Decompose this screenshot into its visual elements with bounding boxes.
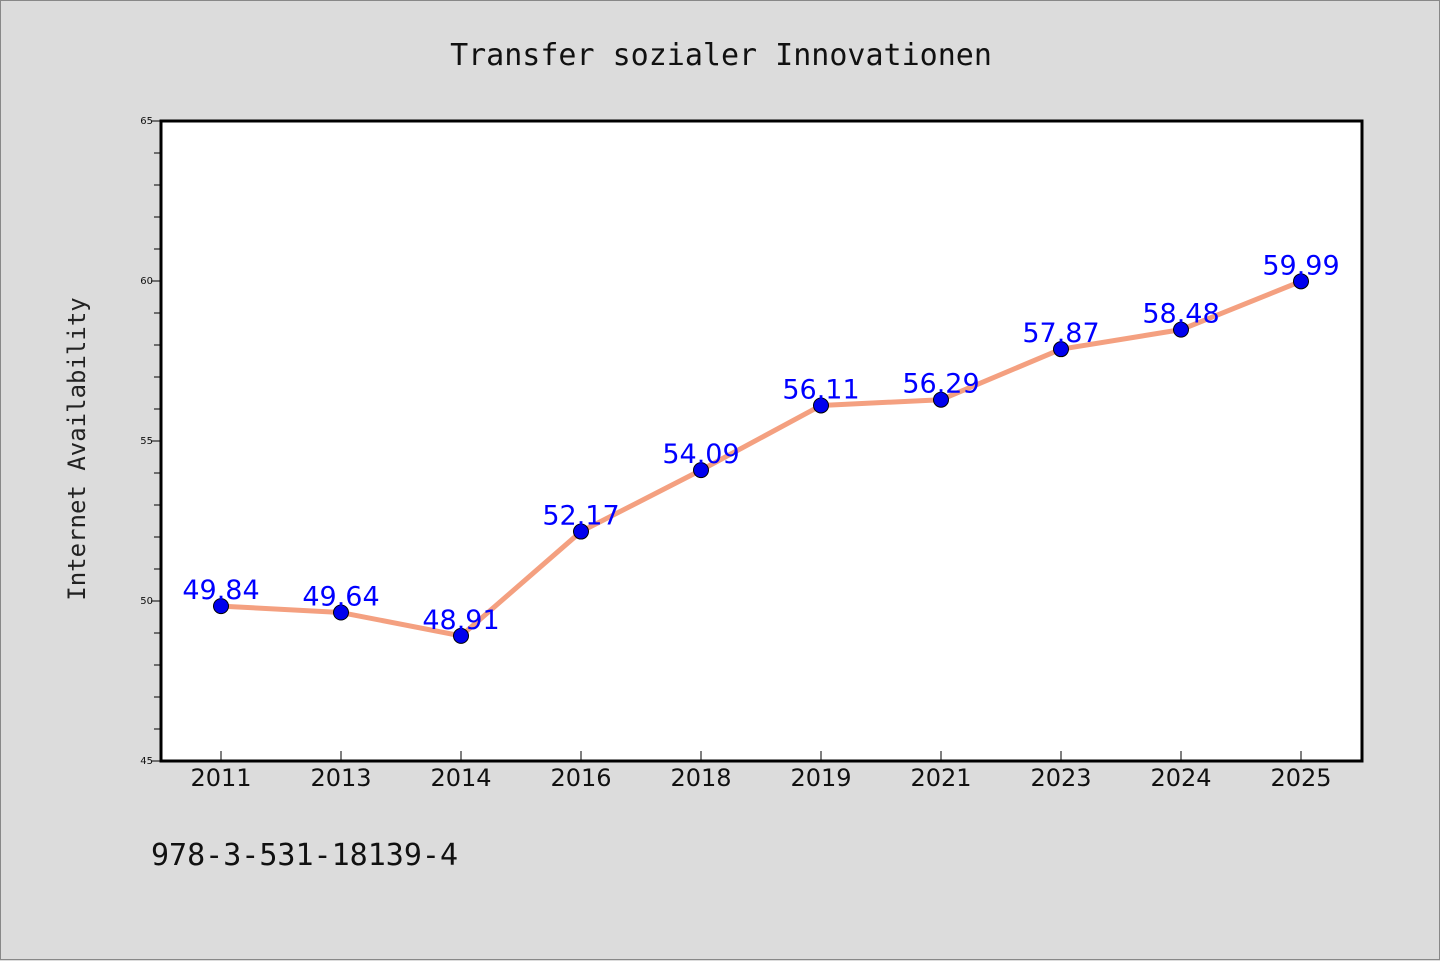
x-tick-label: 2025: [1270, 764, 1331, 792]
data-value-label: 58.48: [1142, 299, 1219, 330]
x-tick-label: 2019: [790, 764, 851, 792]
y-axis-label: Internet Availability: [63, 297, 91, 600]
isbn-footer: 978-3-531-18139-4: [151, 838, 458, 873]
data-point-marker: [453, 627, 469, 644]
y-tick-label: 55: [140, 436, 153, 447]
x-tick-label: 2024: [1150, 764, 1211, 792]
data-value-label: 57.87: [1022, 318, 1099, 349]
data-markers: [213, 273, 1309, 644]
x-tick-label: 2018: [670, 764, 731, 792]
x-tick-label: 2011: [190, 764, 251, 792]
data-point-marker: [573, 523, 589, 540]
x-tick-label: 2016: [550, 764, 611, 792]
data-value-label: 49.64: [302, 582, 379, 613]
data-point-marker: [213, 598, 229, 615]
x-axis-ticks: 2011 2013 2014 2016 2018 2019 2021 2023 2024 2025: [190, 751, 1332, 792]
series-line: [218, 278, 1304, 639]
data-point-marker: [333, 604, 349, 621]
data-value-label: 59.99: [1262, 250, 1339, 281]
plot-area: [159, 119, 1364, 763]
chart-title: Transfer sozialer Innovationen: [450, 38, 992, 73]
data-point-marker: [693, 462, 709, 479]
x-tick-label: 2023: [1030, 764, 1091, 792]
data-value-label: 56.29: [902, 369, 979, 400]
y-tick-label: 60: [140, 276, 153, 287]
data-value-label: 54.09: [662, 439, 739, 470]
x-tick-label: 2013: [310, 764, 371, 792]
data-value-label: 49.84: [182, 575, 259, 606]
y-axis-ticks: 45 50 55 60 65: [140, 116, 161, 767]
series-line-group: [218, 278, 1304, 639]
data-point-marker: [1053, 341, 1069, 358]
y-tick-label: 45: [140, 756, 153, 767]
data-value-label: 52.17: [542, 501, 619, 532]
data-point-marker: [813, 397, 829, 414]
data-point-marker: [1173, 321, 1189, 338]
data-labels: 49.84 49.64 48.91 52.17 54.09 56.11 56.29 57.87…: [182, 250, 1339, 636]
y-tick-label: 65: [140, 116, 153, 127]
data-value-label: 48.91: [422, 605, 499, 636]
data-point-marker: [933, 391, 949, 408]
data-value-label: 56.11: [782, 374, 859, 405]
x-tick-label: 2021: [910, 764, 971, 792]
data-point-marker: [1293, 273, 1309, 290]
x-tick-label: 2014: [430, 764, 491, 792]
y-tick-label: 50: [140, 596, 153, 607]
